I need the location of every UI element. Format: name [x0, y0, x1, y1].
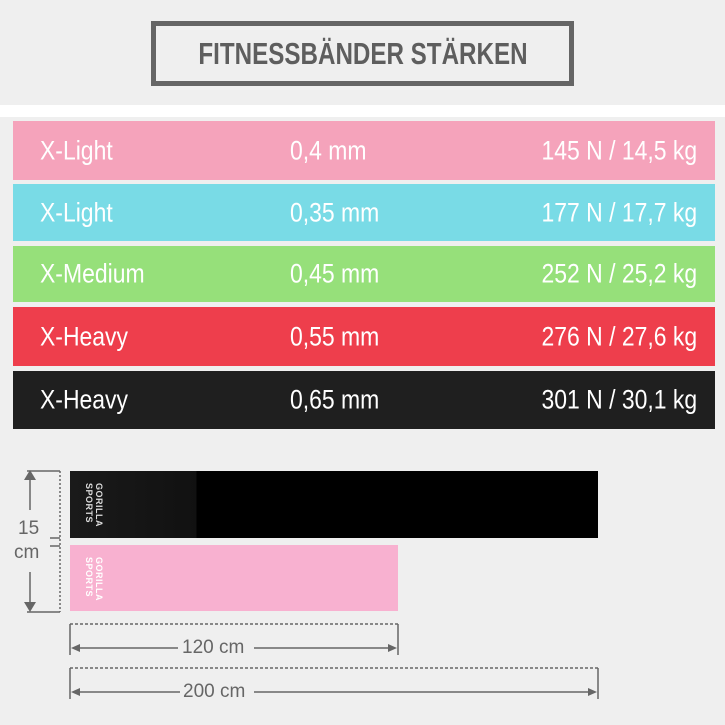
width-unit: cm [14, 542, 40, 563]
long-length-label: 200 cm [183, 681, 246, 702]
resistance: 276 N / 27,6 kg [541, 321, 697, 351]
black-band: GORILLA SPORTS [70, 471, 598, 538]
arrow-left-icon [71, 644, 80, 652]
thickness: 0,35 mm [290, 197, 380, 227]
table-row: X-Medium 0,45 mm 252 N / 25,2 kg [13, 246, 715, 302]
level: X-Heavy [40, 384, 129, 415]
table-row: X-Heavy 0,65 mm 301 N / 30,1 kg [13, 371, 715, 429]
band-logo: GORILLA SPORTS [84, 483, 104, 527]
level: X-Heavy [40, 321, 129, 351]
resistance: 252 N / 25,2 kg [541, 258, 697, 289]
level: X-Light [40, 135, 113, 165]
thickness: 0,4 mm [290, 135, 367, 165]
band-logo: GORILLA SPORTS [84, 557, 104, 601]
short-length-label: 120 cm [182, 637, 245, 658]
level: X-Medium [40, 258, 145, 289]
resistance: 301 N / 30,1 kg [541, 384, 697, 415]
arrow-right-icon [388, 644, 397, 652]
page-title: FITNESSBÄNDER STÄRKEN [197, 35, 528, 71]
thickness: 0,55 mm [290, 321, 380, 351]
table-row: X-Heavy 0,55 mm 276 N / 27,6 kg [13, 307, 715, 366]
thickness: 0,45 mm [290, 258, 380, 289]
table-row: X-Light 0,35 mm 177 N / 17,7 kg [13, 184, 715, 241]
resistance: 177 N / 17,7 kg [541, 197, 697, 227]
title-box: FITNESSBÄNDER STÄRKEN [151, 21, 574, 86]
thickness: 0,65 mm [290, 384, 380, 415]
pink-band: GORILLA SPORTS [70, 545, 398, 611]
table-row: X-Light 0,4 mm 145 N / 14,5 kg [13, 121, 715, 180]
divider [0, 105, 725, 117]
arrow-up-icon [24, 470, 36, 480]
width-value: 15 [18, 518, 40, 539]
arrow-left-icon [71, 688, 80, 696]
arrow-down-icon [24, 602, 36, 612]
arrow-right-icon [588, 688, 597, 696]
resistance: 145 N / 14,5 kg [541, 135, 697, 165]
level: X-Light [40, 197, 113, 227]
